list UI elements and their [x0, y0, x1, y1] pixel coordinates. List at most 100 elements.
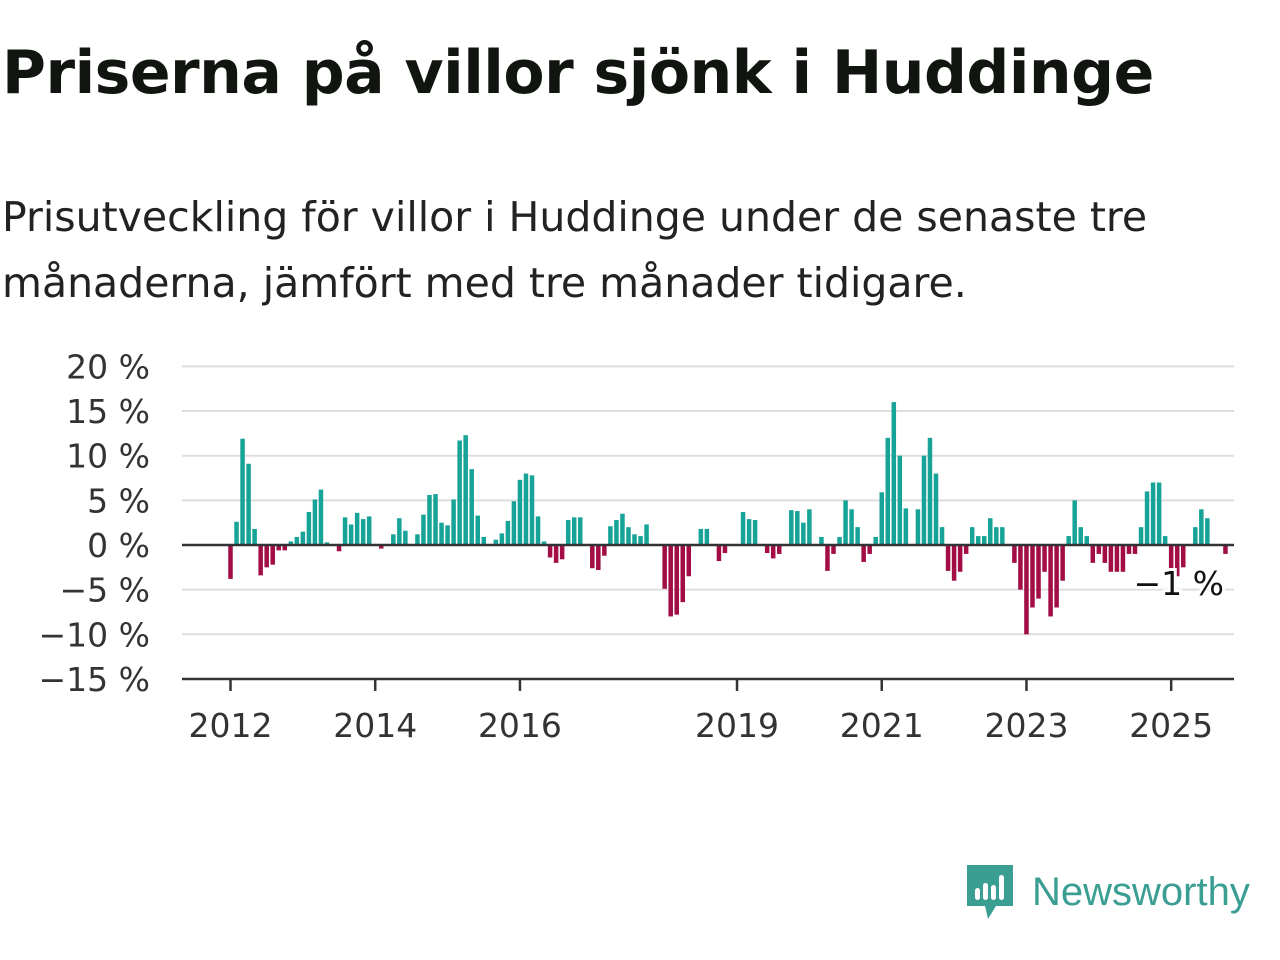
bar — [553, 545, 559, 563]
bar — [903, 508, 909, 545]
bar — [969, 527, 975, 545]
bar — [975, 536, 981, 545]
bars — [228, 402, 1228, 635]
bar — [988, 518, 993, 545]
bar — [891, 402, 897, 545]
bar — [789, 510, 794, 545]
bar — [1084, 536, 1090, 545]
bar — [957, 545, 963, 572]
bar — [493, 539, 499, 545]
y-tick-label: 10 % — [66, 437, 150, 476]
bar — [324, 542, 330, 545]
bar — [837, 536, 842, 545]
bar — [746, 519, 752, 545]
bar — [342, 517, 348, 545]
bar — [1096, 545, 1102, 554]
bar — [306, 511, 312, 545]
bar — [354, 512, 360, 545]
bar — [626, 527, 631, 545]
bar — [686, 545, 692, 577]
bar — [662, 545, 667, 589]
y-tick-label: 15 % — [66, 392, 150, 431]
newsworthy-logo-icon — [967, 865, 1013, 919]
y-axis-labels: 20 % 15 % 10 % 5 % 0 % −5 % −10 % −15 % — [39, 347, 151, 699]
bar — [945, 545, 951, 571]
bar — [1174, 545, 1180, 577]
bar — [939, 527, 945, 545]
bar — [704, 528, 710, 545]
bar — [1030, 545, 1035, 608]
bar — [240, 438, 245, 545]
bar — [403, 530, 408, 545]
bar — [614, 519, 619, 545]
bar — [228, 545, 233, 579]
gridlines — [182, 365, 1234, 636]
bar — [276, 545, 281, 551]
bar — [433, 494, 438, 545]
bar — [541, 541, 547, 545]
bar — [897, 455, 903, 545]
x-tick-label: 2019 — [695, 706, 779, 745]
bar — [1132, 545, 1138, 554]
bar — [481, 536, 487, 545]
bar — [770, 545, 776, 559]
bar — [644, 524, 649, 545]
y-tick-label: −15 % — [39, 660, 151, 699]
bar — [379, 545, 384, 549]
bar — [523, 473, 529, 545]
bar — [1072, 500, 1077, 545]
bar — [1162, 536, 1168, 545]
bar — [1036, 545, 1041, 599]
bar — [312, 499, 318, 545]
bar — [252, 528, 257, 545]
y-tick-label: 20 % — [66, 347, 150, 386]
bar — [1060, 545, 1065, 581]
bar — [921, 455, 927, 545]
bar — [246, 463, 251, 545]
bar — [318, 489, 324, 545]
x-tick-label: 2023 — [984, 706, 1068, 745]
bar — [451, 499, 456, 545]
bar — [300, 531, 306, 545]
bar — [427, 494, 432, 545]
bar — [752, 519, 758, 545]
bar — [722, 545, 728, 554]
bar — [469, 469, 474, 545]
bar — [1150, 482, 1156, 545]
bar — [499, 533, 505, 545]
bar — [855, 527, 860, 545]
bar — [825, 545, 830, 571]
bar — [535, 516, 541, 545]
bar — [861, 545, 866, 562]
bar — [1193, 527, 1198, 545]
x-tick-label: 2012 — [189, 706, 273, 745]
bar — [680, 545, 685, 603]
bar — [716, 545, 722, 562]
x-axis-labels: 2012 2014 2016 2019 2021 2023 2025 — [189, 706, 1214, 745]
bar — [475, 515, 480, 545]
bar — [294, 536, 300, 545]
bar — [1144, 491, 1150, 545]
bar — [740, 511, 746, 545]
bar — [879, 492, 884, 545]
annotations: −1 % — [1131, 561, 1228, 606]
bar-chart: 20 %15 %10 %5 %0 %−5 %−10 %−15 % 2012 201… — [39, 347, 1234, 745]
bar — [397, 518, 402, 545]
bar — [1012, 545, 1017, 563]
y-tick-label: −10 % — [39, 615, 151, 654]
bar — [698, 528, 704, 545]
bar — [463, 435, 468, 545]
bar — [1205, 518, 1210, 545]
bar — [421, 514, 426, 545]
bar — [668, 545, 673, 617]
y-tick-label: 0 % — [87, 526, 150, 565]
bar — [1090, 545, 1096, 563]
brand-name: Newsworthy — [1032, 869, 1250, 914]
bar — [620, 513, 625, 545]
bar — [602, 545, 607, 556]
x-tick-label: 2016 — [478, 706, 562, 745]
bar — [1042, 545, 1047, 572]
x-tick-label: 2021 — [840, 706, 924, 745]
bar — [511, 501, 517, 545]
bar — [1168, 545, 1174, 572]
